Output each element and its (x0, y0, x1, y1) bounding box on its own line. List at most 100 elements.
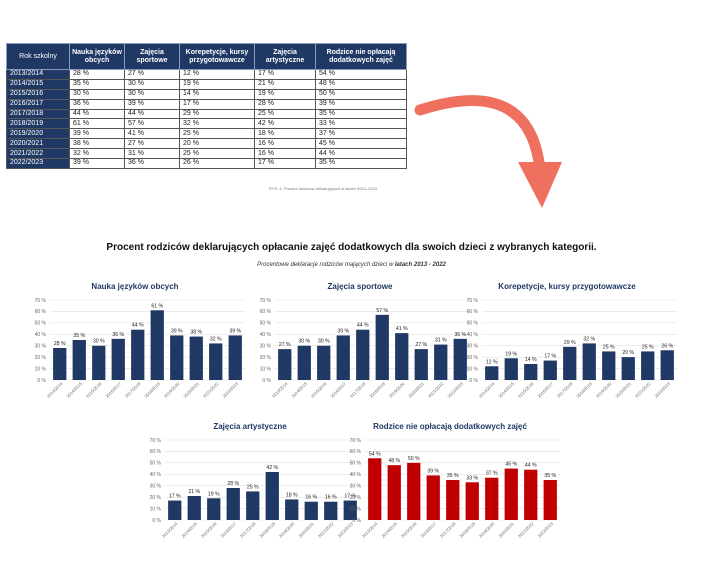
y-tick-label: 10 % (350, 506, 362, 512)
bar (434, 344, 448, 380)
y-tick-label: 0 % (469, 378, 478, 384)
x-tick-label: 2016/2017 (104, 381, 122, 399)
x-tick-label: 2014/2015 (497, 381, 515, 399)
bar (407, 462, 421, 520)
x-tick-label: 2020/2021 (497, 521, 515, 539)
bar (395, 333, 409, 380)
y-tick-label: 10 % (150, 506, 162, 512)
y-tick-label: 40 % (260, 332, 272, 338)
main-title: Procent rodziców deklarujących opłacanie… (106, 242, 597, 253)
y-tick-label: 70 % (260, 298, 272, 304)
y-tick-label: 60 % (35, 309, 47, 315)
y-tick-label: 50 % (350, 461, 362, 467)
table-header-cell: Rok szkolny (6, 43, 70, 70)
bar (485, 366, 499, 380)
value-label: 30 % (93, 339, 105, 345)
value-cell: 44 % (69, 108, 125, 120)
y-tick-label: 0 % (152, 518, 161, 524)
x-tick-label: 2015/2016 (310, 381, 328, 399)
bar (543, 360, 557, 380)
value-label: 39 % (229, 328, 241, 334)
x-tick-label: 2022/2023 (536, 521, 554, 539)
bar-chart-svg: 0 % 10 % 20 % 30 % 40 % 50 % 60 % 70 % 27 % 2013/… (260, 298, 470, 399)
table-header-cell: Korepetycje, kursy przygotowawcze (179, 43, 255, 70)
y-tick-label: 30 % (467, 344, 479, 350)
y-tick-label: 20 % (260, 355, 272, 361)
value-cell: 39 % (69, 128, 125, 140)
y-tick-label: 0 % (352, 518, 361, 524)
x-tick-label: 2019/2020 (163, 381, 181, 399)
value-cell: 36 % (124, 158, 180, 169)
table-row: 2019/2020 39 % 41 % 25 % 18 % 37 % (6, 128, 407, 140)
year-cell: 2016/2017 (6, 98, 70, 110)
value-cell: 18 % (254, 128, 316, 140)
x-tick-label: 2021/2022 (517, 521, 535, 539)
value-label: 44 % (132, 323, 144, 329)
x-tick-label: 2017/2018 (556, 381, 574, 399)
value-label: 18 % (286, 492, 298, 498)
value-label: 42 % (266, 465, 278, 471)
value-label: 12 % (486, 359, 498, 365)
value-cell: 25 % (179, 148, 255, 160)
y-tick-label: 50 % (150, 461, 162, 467)
bar (150, 310, 164, 380)
subtitle-text: Procentowe deklaracje rodziców mających … (257, 262, 395, 268)
subtitle: Procentowe deklaracje rodziców mających … (0, 262, 703, 268)
value-label: 33 % (466, 475, 478, 481)
value-label: 19 % (208, 491, 220, 497)
x-tick-label: 2019/2020 (388, 381, 406, 399)
table-row: 2013/2014 28 % 27 % 12 % 17 % 54 % (6, 69, 407, 80)
x-tick-label: 2018/2019 (258, 521, 276, 539)
value-label: 39 % (337, 328, 349, 334)
value-cell: 39 % (69, 158, 125, 169)
x-tick-label: 2017/2018 (124, 381, 142, 399)
year-cell: 2013/2014 (6, 69, 70, 80)
y-tick-label: 10 % (467, 366, 479, 372)
value-cell: 16 % (254, 148, 316, 160)
x-tick-label: 2013/2014 (478, 381, 496, 399)
data-table: Rok szkolny Nauka języków obcych Zajęcia s… (6, 43, 407, 169)
bar (621, 357, 635, 380)
value-label: 37 % (486, 471, 498, 477)
y-tick-label: 70 % (467, 298, 479, 304)
value-label: 30 % (298, 339, 310, 345)
bar (187, 496, 201, 520)
y-tick-label: 40 % (150, 472, 162, 478)
y-tick-label: 50 % (260, 321, 272, 327)
table-header-cell: Zajęcia sportowe (124, 43, 180, 70)
table-row: 2014/2015 35 % 30 % 19 % 21 % 48 % (6, 78, 407, 90)
value-label: 16 % (305, 495, 317, 501)
x-tick-label: 2021/2022 (634, 381, 652, 399)
value-label: 17 % (169, 494, 181, 500)
chart-title: Zajęcia sportowe (327, 282, 393, 291)
value-label: 26 % (661, 343, 673, 349)
x-tick-label: 2017/2018 (439, 521, 457, 539)
value-cell: 44 % (124, 108, 180, 120)
value-cell: 42 % (254, 118, 316, 130)
value-label: 27 % (279, 342, 291, 348)
chart-artystyczne: Zajęcia artystyczne 0 % 10 % 20 % 30 % 40 % 5… (135, 422, 365, 562)
bar (209, 343, 223, 380)
year-cell: 2017/2018 (6, 108, 70, 120)
bar (453, 338, 467, 380)
value-label: 32 % (210, 336, 222, 342)
y-tick-label: 70 % (150, 438, 162, 444)
table-row: 2016/2017 36 % 39 % 17 % 28 % 39 % (6, 98, 407, 110)
bar (92, 345, 106, 380)
table-row: 2017/2018 44 % 44 % 29 % 25 % 35 % (6, 108, 407, 120)
bar (660, 350, 674, 380)
chart-title: Korepetycje, kursy przygotowawcze (498, 282, 636, 291)
bar (524, 364, 538, 380)
value-label: 25 % (603, 344, 615, 350)
bar (168, 500, 182, 520)
value-cell: 19 % (179, 78, 255, 90)
bar (641, 351, 655, 380)
value-cell: 39 % (124, 98, 180, 110)
value-cell: 12 % (179, 69, 255, 80)
x-tick-label: 2020/2021 (407, 381, 425, 399)
value-cell: 14 % (179, 88, 255, 100)
value-label: 30 % (318, 339, 330, 345)
chart-nie-oplacaja: Rodzice nie opłacają dodatkowych zajęć 0… (335, 422, 565, 562)
value-label: 35 % (544, 473, 556, 479)
x-tick-label: 2014/2015 (65, 381, 83, 399)
